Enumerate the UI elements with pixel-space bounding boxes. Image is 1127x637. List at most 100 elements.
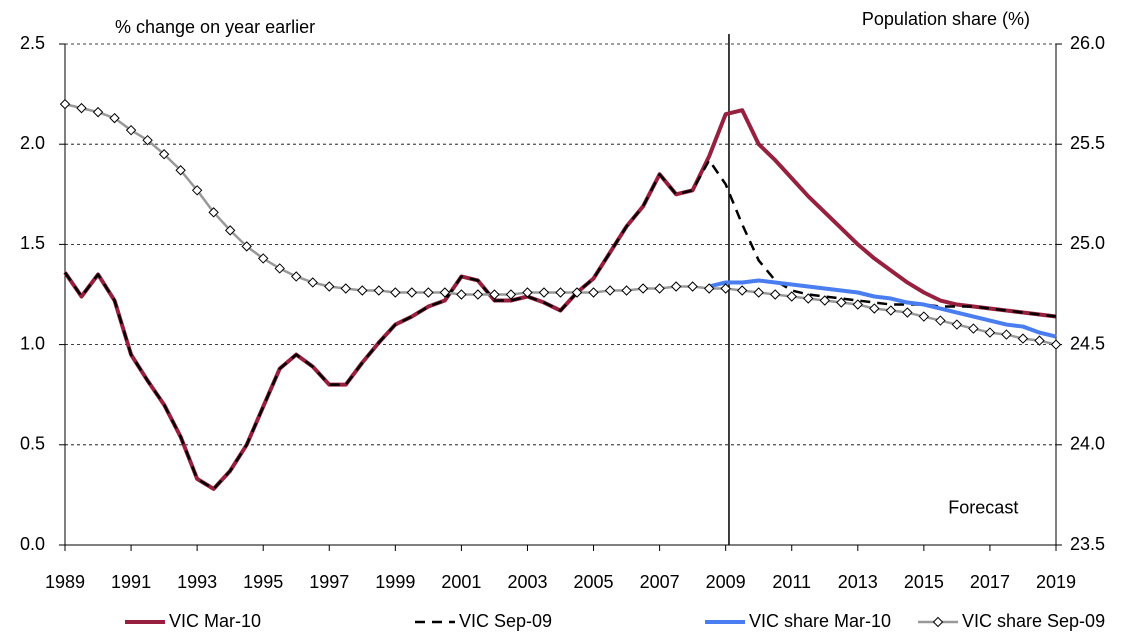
series-marker <box>555 287 566 298</box>
y2-tick-label: 24.0 <box>1070 434 1105 454</box>
y-tick-label: 2.5 <box>20 33 45 53</box>
legend-label: VIC share Mar-10 <box>749 611 891 631</box>
series-marker <box>538 287 550 298</box>
y2-tick-label: 24.5 <box>1070 333 1105 353</box>
series-marker <box>257 253 269 264</box>
series-marker <box>489 289 500 300</box>
legend-label: VIC share Sep-09 <box>962 611 1105 631</box>
x-tick-label: 1999 <box>375 572 415 592</box>
series-marker <box>92 106 104 118</box>
series-marker <box>59 98 71 110</box>
series-marker <box>935 315 946 326</box>
x-tick-label: 2001 <box>441 572 481 592</box>
series-marker <box>885 305 897 316</box>
series-marker <box>423 287 434 298</box>
legend-label: VIC Mar-10 <box>169 611 261 631</box>
series-marker <box>340 283 351 294</box>
series-marker <box>984 327 996 338</box>
series-marker <box>951 319 963 330</box>
series-marker <box>687 281 698 292</box>
series-marker <box>654 283 665 294</box>
series-line <box>708 278 1057 339</box>
y-axis-title: % change on year earlier <box>115 17 315 37</box>
x-tick-label: 1991 <box>111 572 151 592</box>
x-tick-label: 2015 <box>904 572 944 592</box>
series-marker <box>918 311 930 322</box>
x-tick-label: 2003 <box>507 572 547 592</box>
x-tick-label: 1997 <box>309 572 349 592</box>
series-marker <box>373 285 385 296</box>
legend-label: VIC Sep-09 <box>459 611 552 631</box>
series-marker <box>472 289 484 300</box>
series-marker <box>1034 335 1045 346</box>
series-marker <box>902 307 913 318</box>
series-marker <box>621 285 632 296</box>
y-tick-label: 2.0 <box>20 133 45 153</box>
series-marker <box>522 287 533 298</box>
series-line <box>63 158 1057 491</box>
x-tick-label: 2005 <box>574 572 614 592</box>
x-tick-label: 2017 <box>970 572 1010 592</box>
y-tick-label: 1.5 <box>20 233 45 253</box>
y-tick-label: 0.0 <box>20 534 45 554</box>
legend-marker <box>932 616 944 628</box>
y-tick-label: 0.5 <box>20 434 45 454</box>
y2-tick-label: 26.0 <box>1070 33 1105 53</box>
series-marker <box>803 293 814 304</box>
series-marker <box>736 285 748 296</box>
series-marker <box>670 281 682 292</box>
y2-axis-title: Population share (%) <box>862 9 1030 29</box>
x-tick-label: 2019 <box>1036 572 1076 592</box>
x-tick-label: 2009 <box>706 572 746 592</box>
series-marker <box>720 283 731 294</box>
annotation: Forecast <box>948 498 1018 518</box>
series-marker <box>588 287 599 298</box>
series-marker <box>76 102 87 114</box>
y2-tick-label: 23.5 <box>1070 534 1105 554</box>
series-marker <box>703 283 715 294</box>
series-marker <box>439 287 451 298</box>
series-marker <box>869 303 880 314</box>
series-marker <box>786 291 797 302</box>
x-tick-label: 1995 <box>243 572 283 592</box>
series-marker <box>968 323 979 334</box>
series-marker <box>324 281 335 292</box>
series-marker <box>390 287 401 298</box>
series-marker <box>836 297 847 308</box>
series-marker <box>770 289 781 300</box>
series-marker <box>208 207 219 218</box>
series-marker <box>175 165 186 176</box>
series-marker <box>191 185 203 196</box>
series-marker <box>357 285 368 296</box>
series-marker <box>125 124 137 136</box>
series-marker <box>819 295 830 306</box>
series-marker <box>637 283 649 294</box>
x-tick-label: 1993 <box>177 572 217 592</box>
y-tick-label: 1.0 <box>20 333 45 353</box>
series-marker <box>406 287 418 298</box>
series-marker <box>142 134 153 146</box>
series-line <box>63 108 1057 491</box>
series-marker <box>852 299 864 310</box>
series-marker <box>274 263 285 274</box>
series-marker <box>604 285 616 296</box>
series-marker <box>224 225 236 236</box>
series-marker <box>158 149 170 160</box>
series-marker <box>753 287 764 298</box>
series-marker <box>291 271 302 282</box>
x-tick-label: 2013 <box>838 572 878 592</box>
series-marker <box>241 241 252 252</box>
series-marker <box>571 287 583 298</box>
series-marker <box>456 289 467 300</box>
series-marker <box>1001 329 1012 340</box>
y2-tick-label: 25.5 <box>1070 133 1105 153</box>
y2-tick-label: 25.0 <box>1070 233 1105 253</box>
x-tick-label: 2011 <box>772 572 811 592</box>
series-marker <box>307 277 318 288</box>
series-marker <box>1017 333 1029 344</box>
series-marker <box>1050 339 1062 350</box>
series-marker <box>109 112 120 124</box>
series-marker <box>505 289 517 300</box>
x-tick-label: 2007 <box>640 572 680 592</box>
